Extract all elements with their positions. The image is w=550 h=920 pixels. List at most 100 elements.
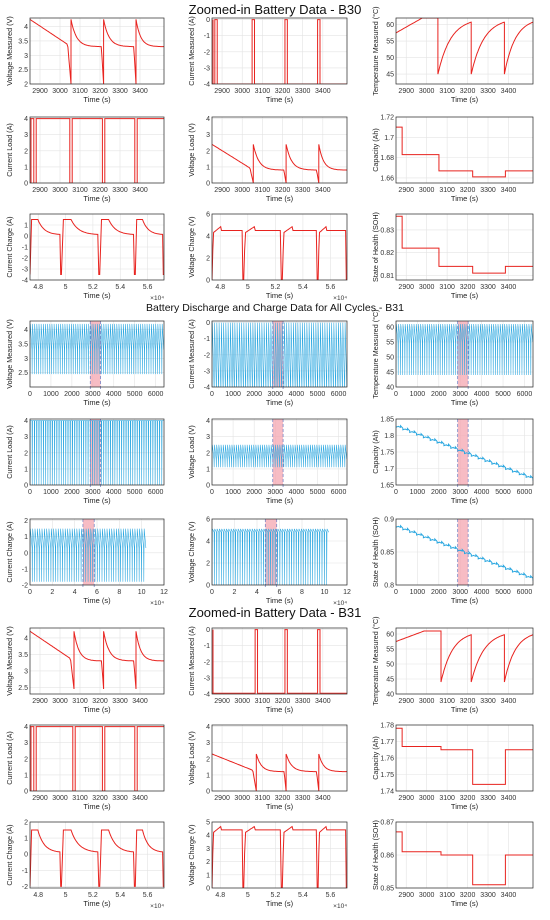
x-tick-label: 5.2	[271, 284, 281, 291]
highlight-region	[90, 419, 101, 485]
axes-frame	[395, 320, 534, 388]
y-tick-label: 1.74	[380, 789, 394, 796]
x-tick-label: 3400	[501, 698, 517, 705]
y-tick-label: 3	[24, 132, 28, 139]
series-group	[396, 215, 533, 274]
axes-frame	[29, 518, 165, 586]
section-title: Battery Discharge and Charge Data for Al…	[146, 302, 404, 314]
y-tick-label: 1	[24, 223, 28, 230]
subplot-s2-p3: 2900 3000 3100 3200 3300 3400 0 1 2 3 4 Time (s) Cur…	[5, 724, 165, 811]
series-group	[212, 444, 347, 468]
x-tick-label: 0	[210, 391, 214, 398]
x-tick-label: 3200	[460, 698, 476, 705]
x-tick-label: 3300	[480, 88, 496, 95]
series-group	[396, 831, 533, 886]
y-axis-label: Voltage Load (V)	[187, 123, 196, 177]
y-axis-label: Temperature Measured (°C)	[371, 309, 380, 398]
y-tick-label: 4	[206, 116, 210, 123]
y-axis-label: Current Measured (A)	[187, 626, 196, 696]
x-tick-label: 3100	[255, 795, 271, 802]
series-line	[212, 19, 347, 84]
x-tick-label: 5	[246, 284, 250, 291]
x-tick-label: 3000	[234, 187, 250, 194]
subplot-s2-p4: 2900 3000 3100 3200 3300 3400 0 1 2 3 4 Time (s) Vol…	[187, 724, 348, 811]
y-axis-label: State of Health (SOH)	[371, 517, 380, 587]
y-axis-label: Voltage Load (V)	[187, 731, 196, 785]
y-tick-label: 60	[386, 22, 394, 29]
y-tick-label: -4	[204, 692, 210, 699]
series-line	[30, 420, 164, 485]
y-axis-label: State of Health (SOH)	[371, 820, 380, 890]
y-axis-label: Voltage Charge (V)	[187, 824, 196, 885]
x-axis-exponent: ×10⁴	[333, 600, 347, 607]
highlight-region	[457, 419, 469, 485]
highlight-region	[90, 321, 101, 387]
highlight-region	[457, 321, 469, 387]
series-group	[30, 18, 164, 84]
subplot-s2-p7: 4.8 5 5.2 5.4 5.6 0 1 2 3 4 5 Time (s) Voltage Charg…	[187, 820, 348, 910]
x-tick-label: 3100	[439, 187, 455, 194]
x-axis-exponent: ×10⁴	[150, 903, 164, 910]
y-tick-label: 1	[206, 466, 210, 473]
x-tick-label: 3200	[460, 284, 476, 291]
x-tick-label: 3200	[460, 892, 476, 899]
subplot-s0-p8: 2900 3000 3100 3200 3300 3400 0.81 0.82 0.83 Time…	[371, 212, 534, 300]
x-tick-label: 3000	[452, 391, 468, 398]
y-tick-label: -4	[22, 278, 28, 285]
y-tick-label: 2	[24, 82, 28, 89]
x-tick-label: 5.2	[271, 892, 281, 899]
y-tick-label: -3	[204, 675, 210, 682]
x-axis-label: Time (s)	[451, 496, 479, 505]
x-tick-label: 4000	[474, 589, 490, 596]
x-tick-label: 3300	[112, 187, 128, 194]
y-tick-label: 0	[24, 852, 28, 859]
y-tick-label: 4	[206, 234, 210, 241]
x-tick-label: 2900	[398, 892, 414, 899]
y-tick-label: 3	[206, 132, 210, 139]
y-tick-label: 2	[24, 820, 28, 827]
axes-frame	[29, 627, 165, 695]
series-group	[396, 524, 533, 581]
y-tick-label: 60	[386, 325, 394, 332]
y-tick-label: 1	[24, 836, 28, 843]
y-tick-label: -1	[204, 336, 210, 343]
x-tick-label: 5.2	[88, 284, 98, 291]
axes-frame	[211, 213, 348, 281]
x-axis-label: Time (s)	[83, 291, 111, 300]
x-axis-label: Time (s)	[266, 802, 294, 811]
x-tick-label: 3100	[72, 698, 88, 705]
y-tick-label: -1	[22, 868, 28, 875]
y-axis-label: Current Load (A)	[5, 425, 14, 479]
x-tick-label: 1000	[43, 489, 59, 496]
x-tick-label: 4	[255, 589, 259, 596]
x-tick-label: 3400	[132, 698, 148, 705]
y-axis-label: Voltage Charge (V)	[187, 216, 196, 277]
series-line	[30, 219, 164, 275]
x-tick-label: 3300	[480, 795, 496, 802]
x-tick-label: 6000	[517, 391, 533, 398]
y-tick-label: 2.5	[18, 370, 28, 377]
y-tick-label: 1	[24, 772, 28, 779]
y-tick-label: 4	[24, 418, 28, 425]
x-axis-exponent: ×10⁴	[150, 295, 164, 302]
x-axis-label: Time (s)	[83, 398, 111, 407]
y-tick-label: 2.5	[18, 685, 28, 692]
y-tick-label: 2.5	[18, 67, 28, 74]
y-tick-label: 0.87	[380, 820, 394, 827]
series-group	[30, 118, 164, 183]
axes-frame	[395, 213, 534, 281]
x-tick-label: 3300	[112, 795, 128, 802]
y-tick-label: 2	[24, 148, 28, 155]
x-tick-label: 3400	[501, 795, 517, 802]
x-tick-label: 3400	[315, 187, 331, 194]
x-tick-label: 3200	[92, 187, 108, 194]
series-line	[396, 323, 533, 376]
axes-frame	[211, 17, 348, 85]
x-tick-label: 3100	[255, 88, 271, 95]
x-axis-label: Time (s)	[451, 95, 479, 104]
y-tick-label: 1	[206, 164, 210, 171]
x-tick-label: 3000	[267, 489, 283, 496]
x-tick-label: 6000	[331, 391, 347, 398]
y-axis-label: Current Charge (A)	[5, 521, 14, 582]
